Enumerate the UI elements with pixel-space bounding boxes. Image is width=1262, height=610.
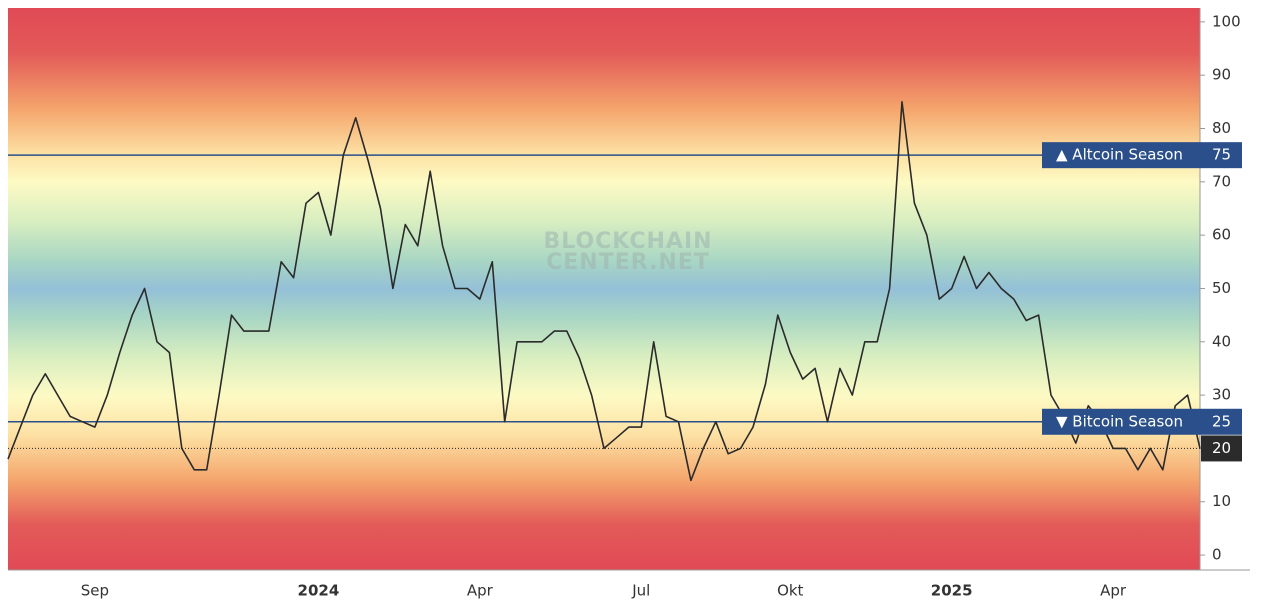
watermark: CENTER.NET: [546, 250, 710, 275]
current-value-box: [1201, 435, 1242, 462]
annotation-label: ▼ Bitcoin Season: [1056, 412, 1183, 430]
y-tick-label: 30: [1212, 386, 1231, 404]
annotation-label: ▲ Altcoin Season: [1056, 146, 1183, 164]
watermark: BLOCKCHAIN: [543, 229, 712, 254]
x-tick-label: Okt: [777, 582, 803, 600]
y-tick-label: 10: [1212, 492, 1231, 510]
plot-background: [8, 8, 1200, 570]
index-line: [7, 101, 1201, 482]
x-tick-label: Jul: [631, 582, 650, 600]
annotation-box: [1042, 408, 1242, 435]
y-tick-label: 70: [1212, 172, 1231, 190]
y-tick-label: 60: [1212, 226, 1231, 244]
y-tick-label: 100: [1212, 12, 1241, 30]
y-tick-label: 0: [1212, 546, 1222, 564]
current-value-label: 20: [1212, 439, 1231, 457]
annotation-value: 75: [1212, 146, 1231, 164]
x-tick-label: 2025: [931, 582, 973, 600]
x-tick-label: Sep: [81, 582, 109, 600]
annotation-value: 25: [1212, 412, 1231, 430]
y-tick-label: 40: [1212, 332, 1231, 350]
x-tick-label: Apr: [1100, 582, 1127, 600]
y-tick-label: 50: [1212, 279, 1231, 297]
y-tick-label: 90: [1212, 66, 1231, 84]
x-tick-label: 2024: [298, 582, 340, 600]
annotation-box: [1042, 142, 1242, 169]
y-tick-label: 80: [1212, 119, 1231, 137]
x-tick-label: Apr: [467, 582, 494, 600]
